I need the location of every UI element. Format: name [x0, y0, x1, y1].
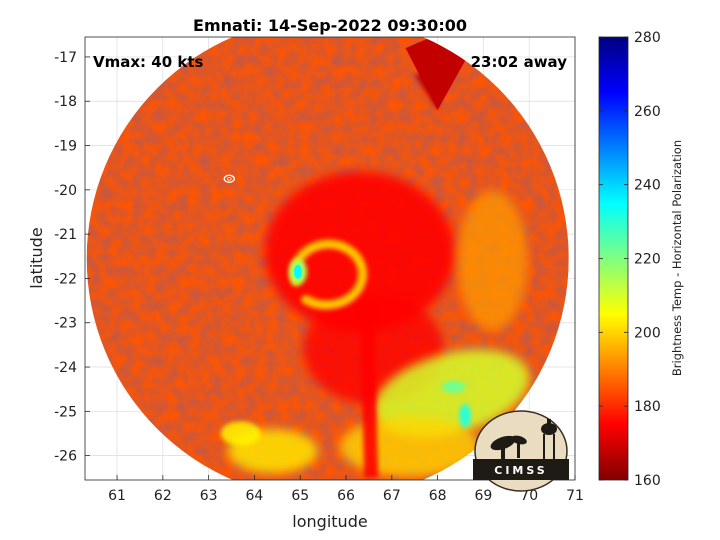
y-tick-label: -24 [54, 360, 77, 376]
x-tick-label: 64 [246, 488, 264, 504]
y-tick-label: -25 [54, 404, 77, 420]
x-tick-label: 68 [429, 488, 447, 504]
y-tick-label: -22 [54, 271, 77, 287]
y-tick-label: -23 [54, 316, 77, 332]
x-tick-label: 61 [108, 488, 126, 504]
colorbar-tick-label: 220 [634, 252, 661, 268]
colorbar-tick-label: 260 [634, 104, 661, 120]
southwest-patch-secondary [220, 421, 261, 446]
east-rainband [457, 190, 528, 331]
warm-spot [293, 264, 302, 279]
time-away-annotation: 23:02 away [471, 53, 568, 71]
colorbar-tick-label: 240 [634, 178, 661, 194]
y-tick-label: -17 [54, 50, 77, 66]
contour-mark [223, 174, 235, 183]
x-axis-label: longitude [292, 512, 367, 531]
colorbar-label: Brightness Temp - Horizontal Polarizatio… [670, 140, 684, 376]
y-tick-label: -26 [54, 449, 77, 465]
x-tick-label: 62 [154, 488, 172, 504]
y-tick-label: -20 [54, 183, 77, 199]
y-tick-label: -19 [54, 139, 77, 155]
colorbar-tick-label: 160 [634, 473, 661, 489]
y-axis-label: latitude [27, 227, 46, 288]
x-tick-label: 65 [291, 488, 309, 504]
colorbar-tick-label: 280 [634, 30, 661, 46]
colorbar-ticks: 280 260 240 220 200 180 160 [599, 30, 661, 489]
x-tick-label: 71 [566, 488, 584, 504]
colorbar-tick-label: 200 [634, 325, 661, 341]
x-axis-ticks: 61 62 63 64 65 66 67 68 69 70 71 [108, 475, 584, 504]
southeast-peak [459, 403, 472, 428]
cold-gap-shadow [414, 70, 443, 111]
vmax-annotation: Vmax: 40 kts [93, 53, 203, 71]
y-tick-label: -21 [54, 227, 77, 243]
x-tick-label: 69 [474, 488, 492, 504]
rainband-arc [290, 239, 368, 310]
x-tick-label: 63 [200, 488, 218, 504]
y-tick-label: -18 [54, 94, 77, 110]
colorbar-tick-label: 180 [634, 399, 661, 415]
colorbar [598, 36, 629, 481]
x-tick-label: 66 [337, 488, 355, 504]
x-tick-label: 70 [520, 488, 538, 504]
y-axis-ticks: -17 -18 -19 -20 -21 -22 -23 -24 -25 -26 [54, 50, 90, 465]
logo-text: CIMSS [494, 464, 547, 477]
cold-core [264, 171, 455, 332]
chart-title: Emnati: 14-Sep-2022 09:30:00 [193, 16, 467, 35]
plot-frame [84, 36, 576, 481]
contour-mark-inner [226, 176, 232, 181]
southeast-peak-secondary [441, 380, 466, 393]
southeast-rainband [373, 349, 530, 438]
swath-layer [86, 37, 569, 480]
cimss-logo: CIMSS [473, 410, 569, 492]
seam-strip [359, 305, 379, 478]
x-tick-label: 67 [383, 488, 401, 504]
